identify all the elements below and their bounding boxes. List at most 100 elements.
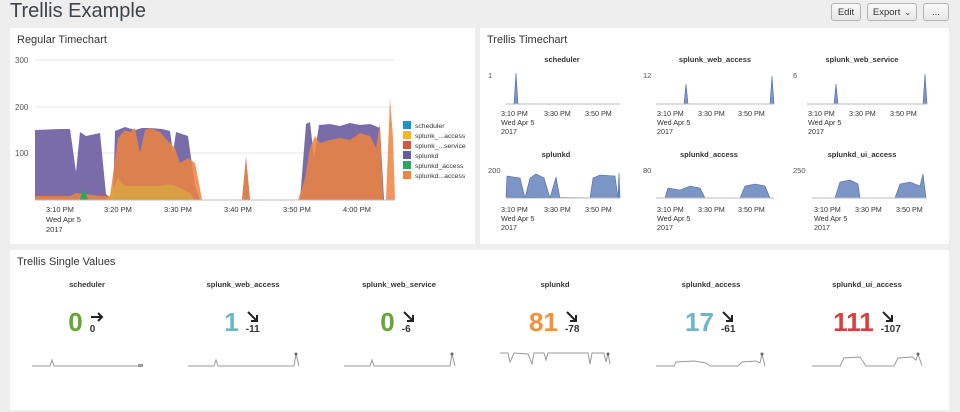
x-tick: 3:10 PM — [501, 109, 528, 118]
x-date-line2: 2017 — [808, 127, 824, 136]
x-date-line2: 2017 — [814, 223, 830, 232]
legend-label[interactable]: splunk_...access — [415, 133, 466, 140]
x-tick: 3:20 PM — [104, 205, 132, 214]
single-value-delta: 0 — [89, 324, 96, 335]
x-date-line1: Wed Apr 5 — [501, 118, 534, 127]
sparkline — [812, 352, 923, 367]
legend-swatch — [403, 141, 411, 149]
arrow-right-icon — [90, 312, 104, 322]
x-tick: 3:30 PM — [849, 109, 876, 118]
single-value-title: splunk_web_service — [362, 280, 436, 289]
trellis-ymax: 6 — [793, 71, 797, 80]
single-value-number: 81 — [529, 307, 558, 337]
page-title: Trellis Example — [10, 0, 146, 22]
sparkline — [344, 352, 456, 367]
trellis-ymax: 12 — [643, 71, 651, 80]
edit-button[interactable]: Edit — [831, 3, 861, 21]
x-tick: 3:30 PM — [855, 205, 882, 214]
panel-title: Trellis Single Values — [17, 256, 116, 268]
more-actions-label: ... — [932, 6, 940, 18]
x-date-line1: Wed Apr 5 — [814, 214, 847, 223]
x-date-line1: Wed Apr 5 — [657, 214, 690, 223]
dashboard-header: Trellis Example Edit Export ⌄ ... — [0, 0, 960, 26]
series-splunkd-access-area — [80, 191, 88, 200]
single-value-splunk-web-service[interactable]: splunk_web_service 0 -6 — [322, 280, 476, 408]
x-tick: 3:30 PM — [698, 109, 725, 118]
x-date-line1: Wed Apr 5 — [46, 215, 81, 224]
more-actions-button[interactable]: ... — [923, 3, 949, 21]
trellis-area-splunkd — [505, 172, 621, 200]
trellis-cell-title: splunkd — [542, 150, 571, 159]
trellis-area-splunk-web-service — [807, 73, 928, 105]
single-value-number: 1 — [224, 307, 239, 337]
single-value-splunk-web-access[interactable]: splunk_web_access 1 -11 — [166, 280, 320, 408]
x-tick: 3:40 PM — [224, 205, 252, 214]
trellis-cell-title: splunkd_access — [680, 150, 738, 159]
x-tick: 3:50 PM — [890, 109, 917, 118]
x-tick: 3:30 PM — [544, 205, 571, 214]
trellis-ymax: 1 — [488, 71, 492, 80]
legend-label[interactable]: splunk_...service — [415, 143, 466, 150]
x-tick: 4:00 PM — [343, 205, 371, 214]
export-button-label: Export — [872, 6, 901, 18]
x-tick: 3:10 PM — [814, 205, 841, 214]
trellis-area-splunkd-ui-access — [812, 173, 927, 199]
x-date-line2: 2017 — [501, 127, 517, 136]
single-value-title: splunkd_access — [681, 280, 741, 289]
sparkline — [500, 352, 611, 366]
trellis-cell-title: splunk_web_access — [679, 55, 751, 64]
single-value-delta: -11 — [245, 324, 260, 335]
single-value-number: 0 — [380, 307, 395, 337]
legend-swatch — [403, 151, 411, 159]
single-value-scheduler[interactable]: scheduler 0 0 — [10, 280, 164, 408]
trellis-area-scheduler — [506, 72, 620, 105]
arrow-down-right-icon — [247, 311, 258, 322]
series-splunkd-ui-access-area — [35, 98, 395, 200]
trellis-cell-title: splunk_web_service — [826, 55, 899, 64]
single-value-number: 111 — [833, 307, 874, 337]
trellis-cell-title: splunkd_ui_access — [828, 150, 897, 159]
single-value-number: 17 — [685, 307, 714, 337]
trellis-area-splunk-web-access — [656, 75, 775, 105]
legend-label[interactable]: splunkd — [415, 153, 439, 160]
regular-timechart-panel: Regular Timechart 300 200 100 3:10 PM We… — [10, 28, 475, 244]
x-tick: 3:50 PM — [283, 205, 311, 214]
chart-legend: scheduler splunk_...access splunk_...ser… — [403, 121, 466, 180]
sparkline — [656, 352, 766, 367]
sparkline — [32, 358, 143, 367]
x-tick: 3:50 PM — [585, 109, 612, 118]
single-value-title: scheduler — [69, 280, 105, 289]
single-value-splunkd[interactable]: splunkd 81 -78 — [478, 280, 632, 408]
x-date-line2: 2017 — [657, 127, 673, 136]
x-date-line2: 2017 — [501, 223, 517, 232]
trellis-ymax: 250 — [793, 166, 806, 175]
legend-label[interactable]: scheduler — [415, 123, 445, 130]
export-button[interactable]: Export ⌄ — [867, 3, 917, 21]
single-value-splunkd-access[interactable]: splunkd_access 17 -61 — [634, 280, 788, 408]
single-value-title: splunk_web_access — [206, 280, 280, 289]
panel-title: Trellis Timechart — [487, 34, 568, 46]
single-value-delta: -78 — [564, 324, 580, 335]
single-value-title: splunkd_ui_access — [832, 280, 902, 289]
single-value-delta: -6 — [401, 324, 411, 335]
single-value-title: splunkd — [540, 280, 570, 289]
trellis-cell-title: scheduler — [544, 55, 580, 64]
x-tick: 3:50 PM — [896, 205, 923, 214]
trellis-single-values-panel: Trellis Single Values scheduler 0 0 splu… — [10, 250, 949, 410]
trellis-area-splunkd-access — [656, 183, 771, 199]
arrow-down-right-icon — [722, 311, 733, 322]
single-value-delta: -61 — [720, 324, 736, 335]
legend-label[interactable]: splunkd_access — [415, 163, 464, 170]
x-tick: 3:30 PM — [698, 205, 725, 214]
single-value-splunkd-ui-access[interactable]: splunkd_ui_access 111 -107 — [790, 280, 944, 408]
trellis-timechart: scheduler splunk_web_access splunk_web_s… — [488, 55, 928, 232]
x-date-line2: 2017 — [657, 223, 673, 232]
single-value-number: 0 — [68, 307, 83, 337]
legend-swatch — [403, 161, 411, 169]
legend-swatch — [403, 121, 411, 129]
edit-button-label: Edit — [837, 6, 855, 18]
arrow-down-right-icon — [403, 311, 414, 322]
legend-swatch — [403, 131, 411, 139]
x-date-line1: Wed Apr 5 — [501, 214, 534, 223]
legend-label[interactable]: splunkd...access — [415, 173, 466, 180]
